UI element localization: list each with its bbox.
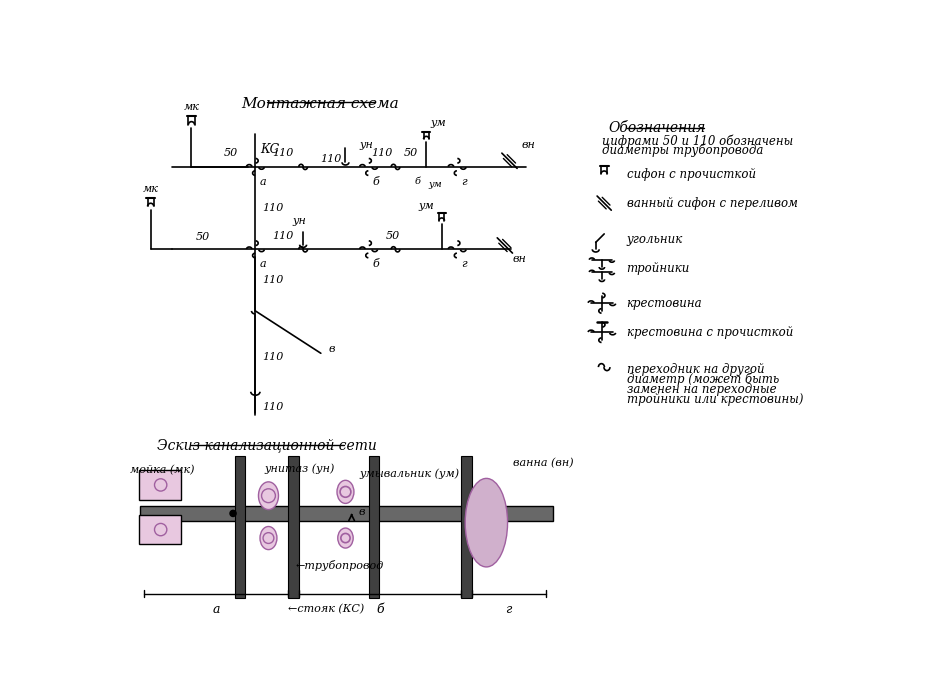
- Ellipse shape: [337, 480, 353, 503]
- Text: ум: ум: [418, 201, 434, 211]
- Ellipse shape: [260, 526, 276, 549]
- Bar: [368, 456, 379, 598]
- Text: 50: 50: [386, 231, 400, 241]
- Text: КС: КС: [260, 142, 279, 156]
- Text: сифон с прочисткой: сифон с прочисткой: [626, 168, 755, 181]
- Text: переходник на другой: переходник на другой: [626, 362, 763, 376]
- Text: ←трубопровод: ←трубопровод: [295, 560, 383, 570]
- Text: Эскиз канализационной сети: Эскиз канализационной сети: [157, 438, 376, 452]
- Text: мк: мк: [184, 102, 199, 112]
- Text: крестовина: крестовина: [626, 297, 702, 310]
- Text: вн: вн: [512, 254, 526, 265]
- Text: 50: 50: [196, 232, 210, 242]
- Bar: [139, 515, 182, 544]
- Text: ун: ун: [359, 140, 373, 150]
- Text: диаметр (может быть: диаметр (может быть: [626, 373, 778, 386]
- Text: а: а: [212, 603, 220, 616]
- Ellipse shape: [464, 478, 507, 567]
- Text: 110: 110: [262, 275, 284, 285]
- Text: диаметры трубопровода: диаметры трубопровода: [602, 144, 762, 157]
- Text: ум: ум: [427, 180, 441, 189]
- Text: 50: 50: [224, 148, 238, 158]
- Bar: [139, 470, 182, 500]
- Text: г: г: [461, 260, 466, 269]
- Text: 110: 110: [273, 231, 294, 241]
- Text: 110: 110: [262, 402, 284, 412]
- Text: б: б: [376, 603, 384, 616]
- Bar: [288, 456, 298, 598]
- Text: ун: ун: [292, 216, 306, 226]
- Text: ←стояк (КС): ←стояк (КС): [287, 604, 363, 614]
- Text: 110: 110: [273, 149, 294, 158]
- Text: угольник: угольник: [626, 233, 682, 246]
- Text: б: б: [413, 177, 420, 186]
- Text: ум: ум: [430, 119, 446, 128]
- Text: 110: 110: [262, 352, 284, 362]
- Text: вн: вн: [521, 140, 535, 150]
- Text: мк: мк: [143, 184, 159, 194]
- Text: г: г: [461, 177, 466, 187]
- Text: в: в: [358, 507, 364, 517]
- Ellipse shape: [259, 482, 278, 510]
- Text: умывальник (ум): умывальник (ум): [359, 468, 459, 479]
- Text: цифрами 50 и 110 обозначены: цифрами 50 и 110 обозначены: [602, 135, 793, 148]
- Text: тройники или крестовины): тройники или крестовины): [626, 392, 802, 406]
- Text: заменен на переходные: заменен на переходные: [626, 383, 775, 396]
- Text: б: б: [372, 177, 379, 187]
- Text: мойка (мк): мойка (мк): [130, 465, 194, 475]
- Text: а: а: [260, 177, 266, 187]
- Text: 110: 110: [371, 149, 392, 158]
- Text: тройники: тройники: [626, 262, 689, 275]
- Text: Монтажная схема: Монтажная схема: [241, 97, 399, 111]
- Text: г: г: [505, 603, 512, 616]
- Bar: [140, 506, 552, 521]
- Circle shape: [230, 510, 235, 517]
- Text: 50: 50: [403, 149, 417, 158]
- Text: Обозначения: Обозначения: [608, 121, 705, 135]
- Text: унитаз (ун): унитаз (ун): [264, 463, 335, 474]
- Text: в: в: [328, 344, 335, 355]
- Text: б: б: [372, 260, 379, 269]
- Bar: [461, 456, 471, 598]
- Text: а: а: [260, 260, 266, 269]
- Text: ванный сифон с переливом: ванный сифон с переливом: [626, 197, 796, 209]
- Ellipse shape: [337, 528, 353, 548]
- Text: 110: 110: [262, 202, 284, 213]
- Text: крестовина с прочисткой: крестовина с прочисткой: [626, 326, 792, 339]
- Bar: [235, 456, 245, 598]
- Text: 110: 110: [320, 154, 341, 164]
- Text: ванна (вн): ванна (вн): [513, 457, 573, 468]
